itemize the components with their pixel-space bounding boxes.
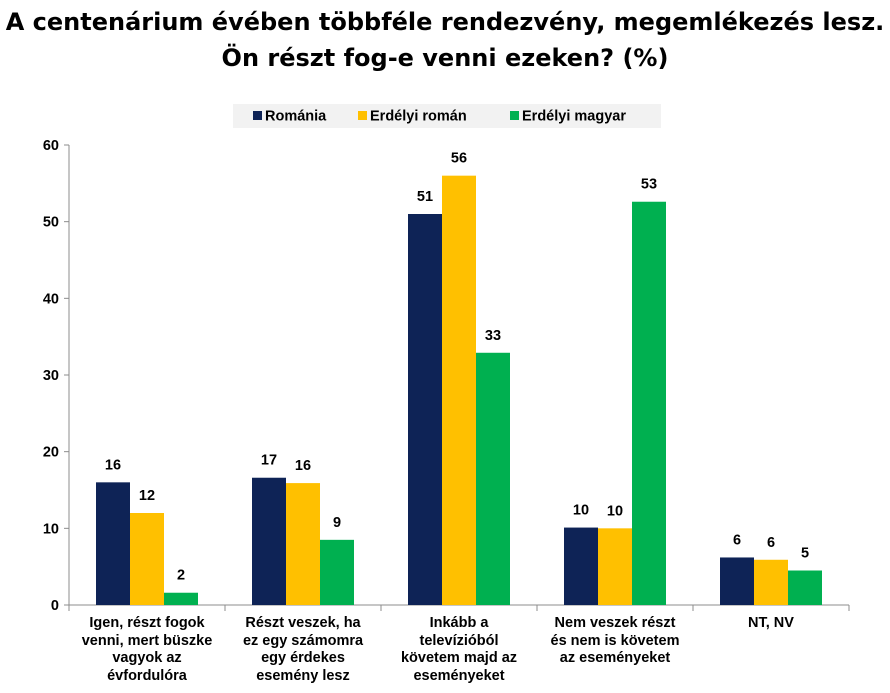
x-category-label-line: Inkább a: [429, 615, 489, 631]
y-tick-label: 40: [43, 291, 59, 307]
x-category-label-line: követem majd az: [400, 650, 518, 666]
legend-label: Erdélyi román: [370, 109, 467, 125]
legend-swatch: [253, 111, 262, 120]
data-label: 2: [177, 568, 185, 584]
bar: [632, 201, 666, 605]
data-label: 9: [333, 515, 341, 531]
x-category-label: NT, NV: [693, 615, 849, 633]
bar: [598, 528, 632, 605]
data-label: 6: [767, 535, 775, 551]
bar: [130, 513, 164, 605]
data-label: 53: [641, 177, 657, 193]
data-label: 17: [261, 453, 277, 469]
data-label: 33: [485, 328, 501, 344]
data-label: 12: [139, 488, 155, 504]
legend-swatch: [510, 111, 519, 120]
chart-title-line-1: A centenárium évében többféle rendezvény…: [5, 8, 885, 36]
x-category-label-line: NT, NV: [748, 615, 794, 631]
data-label: 5: [801, 546, 809, 562]
data-label: 10: [573, 503, 589, 519]
x-category-label-line: vagyok az: [112, 650, 182, 666]
data-label: 16: [295, 458, 311, 474]
x-category-label-line: az eseményeket: [559, 650, 671, 666]
x-category-label-line: televízióból: [419, 632, 499, 649]
bar: [286, 483, 320, 605]
x-category-label-line: Igen, részt fogok: [89, 615, 205, 631]
bar: [320, 539, 354, 605]
bar: [252, 477, 286, 605]
legend-label: Románia: [265, 109, 327, 125]
y-tick-label: 60: [43, 138, 59, 154]
x-category-label: Igen, részt fogok venni, mert büszke vagyo…: [69, 615, 225, 685]
data-label: 16: [105, 457, 121, 473]
y-tick-label: 50: [43, 215, 59, 231]
bar: [788, 570, 822, 605]
x-category-label-line: Részt veszek, ha: [245, 615, 361, 631]
x-category-label-line: egy érdekes: [261, 650, 345, 666]
x-category-label: Részt veszek, ha ez egy számomra egy érdek…: [225, 615, 381, 685]
legend-swatch: [358, 111, 367, 120]
y-tick-label: 30: [43, 368, 59, 384]
x-category-label-line: ez egy számomra: [242, 632, 364, 649]
x-category-label: Nem veszek részt és nem is követem az esem…: [537, 615, 693, 668]
legend-label: Erdélyi magyar: [522, 109, 626, 125]
bar: [164, 592, 198, 605]
x-category-label-line: eseményeket: [413, 667, 505, 684]
bar: [720, 557, 754, 605]
x-category-label-line: Nem veszek részt: [554, 615, 676, 631]
data-label: 56: [451, 151, 467, 167]
x-category-label-line: évfordulóra: [107, 667, 187, 684]
data-label: 51: [417, 189, 433, 205]
data-label: 10: [607, 503, 623, 519]
x-category-label-line: és nem is követem: [550, 632, 680, 649]
y-tick-label: 0: [51, 598, 59, 614]
chart-title-line-2: Ön részt fog-e venni ezeken? (%): [221, 44, 669, 72]
x-category-label: Inkább a televízióból követem majd az esemé…: [381, 615, 537, 685]
data-label: 6: [733, 532, 741, 548]
bar: [442, 175, 476, 605]
y-tick-label: 20: [43, 445, 59, 461]
bar: [564, 527, 598, 605]
bar: [754, 559, 788, 605]
x-category-label-line: venni, mert büszke: [81, 632, 213, 649]
legend-box: [233, 104, 661, 128]
y-tick-label: 10: [43, 521, 59, 537]
bar: [408, 214, 442, 605]
chart-title: A centenárium évében többféle rendezvény…: [0, 4, 890, 76]
x-category-label-line: esemény lesz: [256, 667, 350, 684]
bar: [476, 352, 510, 605]
bar: [96, 482, 130, 605]
